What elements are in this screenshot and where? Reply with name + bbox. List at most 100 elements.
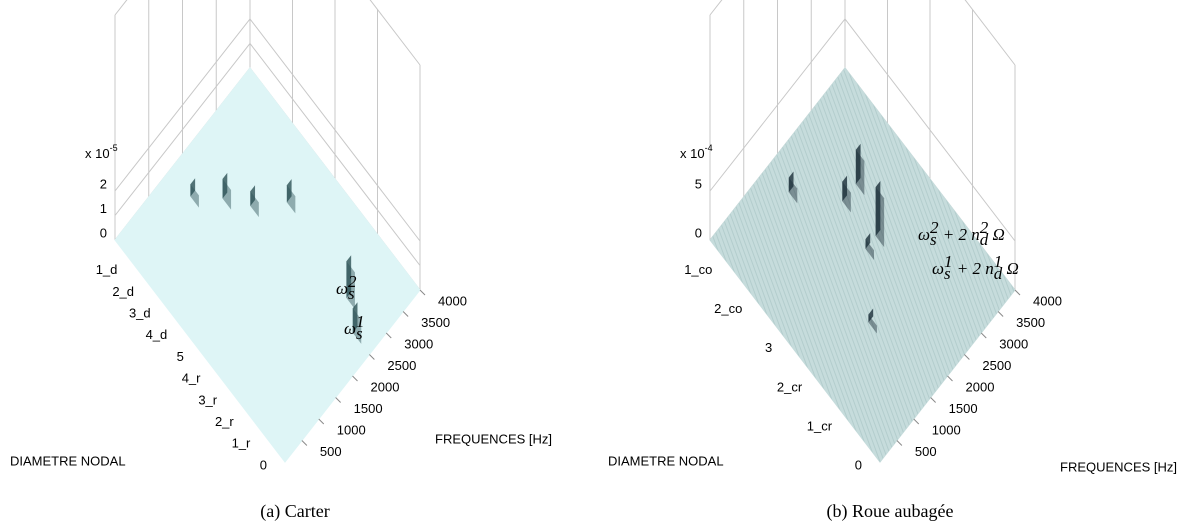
peak	[855, 143, 861, 185]
caption: (b) Roue aubagée	[827, 501, 954, 522]
annotation: 2	[930, 218, 939, 237]
annotation: 2	[980, 218, 989, 237]
x-tick	[318, 418, 325, 425]
annotation: 1	[356, 312, 365, 331]
x-tick-label: 4000	[438, 293, 467, 308]
peak	[286, 179, 292, 203]
x-tick	[896, 440, 903, 446]
peak	[222, 172, 228, 199]
y-tick-label: 5	[177, 349, 184, 364]
z-multiplier: x 10-5	[85, 143, 118, 161]
y-tick-label: 2_co	[714, 301, 742, 316]
y-tick-label: 1_cr	[807, 418, 833, 433]
z-tick-label: 5	[695, 176, 702, 191]
y-tick-label: 3	[765, 340, 772, 355]
annotation: s	[944, 264, 951, 283]
peak	[352, 302, 358, 333]
peak	[875, 180, 881, 236]
annotation: s	[930, 230, 937, 249]
z-multiplier-base: x 10	[85, 146, 110, 161]
x-tick	[1014, 289, 1021, 296]
x-tick-label: 2500	[387, 358, 416, 373]
annotation: 1	[994, 252, 1003, 271]
x-tick-label: 1500	[949, 401, 978, 416]
grid-line	[709, 18, 1016, 242]
x-tick-label: 1500	[354, 401, 383, 416]
y-tick-label: 1_r	[232, 436, 251, 451]
z-multiplier-exponent: -4	[705, 143, 713, 153]
y-axis-label: DIAMETRE NODAL	[608, 453, 724, 468]
z-multiplier-exponent: -5	[110, 143, 118, 153]
annotation: d	[980, 230, 989, 249]
peak	[346, 255, 352, 298]
annotation: s	[348, 284, 355, 303]
x-axis-label: FREQUENCES [Hz]	[435, 431, 552, 446]
annotation: d	[994, 264, 1003, 283]
x-tick	[964, 354, 970, 360]
x-tick	[930, 397, 936, 403]
z-tick-label: 1	[100, 201, 107, 216]
peak	[190, 178, 196, 197]
x-tick-label: 2500	[982, 358, 1011, 373]
x-tick-label: 3000	[999, 336, 1028, 351]
x-tick-label: 4000	[1033, 293, 1062, 308]
x-tick	[980, 332, 987, 339]
z-multiplier: x 10-4	[680, 143, 713, 161]
z-tick-label: 0	[695, 225, 702, 240]
peak	[250, 185, 256, 206]
surface-texture	[710, 68, 1015, 462]
annotation: 2	[348, 272, 357, 291]
annotation: 1	[944, 252, 953, 271]
x-tick	[369, 354, 375, 360]
y-tick-label: 2_r	[215, 414, 234, 429]
x-tick	[335, 397, 341, 403]
peak	[865, 233, 871, 249]
y-tick-label: 4_d	[146, 327, 168, 342]
annotation: ω	[344, 319, 356, 338]
y-tick-label: 1_d	[96, 262, 118, 277]
annotation: s	[356, 324, 363, 343]
annotation: + 2 n	[939, 225, 980, 244]
y-tick-label: 2_cr	[777, 379, 803, 394]
z-tick-label: 2	[100, 176, 107, 191]
wall-top	[114, 0, 421, 66]
annotation: ω	[336, 279, 348, 298]
peak	[842, 175, 848, 202]
x-tick	[301, 440, 308, 446]
peak	[868, 308, 874, 323]
x-tick	[402, 311, 409, 317]
x-tick-label: 3000	[404, 336, 433, 351]
y-tick-label: 0	[855, 457, 862, 472]
x-tick-label: 3500	[1016, 315, 1045, 330]
x-tick-label: 2000	[966, 379, 995, 394]
annotation: Ω	[988, 225, 1005, 244]
z-multiplier-base: x 10	[680, 146, 705, 161]
y-axis-label: DIAMETRE NODAL	[10, 453, 126, 468]
annotation: ω	[932, 259, 944, 278]
x-tick	[385, 332, 392, 339]
annotation: Ω	[1002, 259, 1019, 278]
y-tick-label: 0	[260, 457, 267, 472]
grid-line	[114, 18, 421, 242]
wall-top	[709, 0, 1016, 66]
y-tick-label: 3_d	[129, 305, 151, 320]
grid-line	[114, 42, 421, 266]
x-tick-label: 3500	[421, 315, 450, 330]
annotation: + 2 n	[953, 259, 994, 278]
x-axis-label: FREQUENCES [Hz]	[1060, 459, 1177, 474]
y-tick-label: 1_co	[684, 262, 712, 277]
x-tick-label: 500	[320, 444, 342, 459]
x-tick-label: 2000	[371, 379, 400, 394]
z-tick-label: 0	[100, 225, 107, 240]
x-tick	[947, 375, 953, 382]
x-tick	[352, 375, 358, 382]
x-tick	[419, 289, 426, 296]
x-tick-label: 500	[915, 444, 937, 459]
x-tick-label: 1000	[932, 422, 961, 437]
y-tick-label: 2_d	[112, 284, 134, 299]
x-tick-label: 1000	[337, 422, 366, 437]
peak	[788, 171, 794, 193]
x-tick	[997, 311, 1004, 317]
y-tick-label: 4_r	[182, 371, 201, 386]
